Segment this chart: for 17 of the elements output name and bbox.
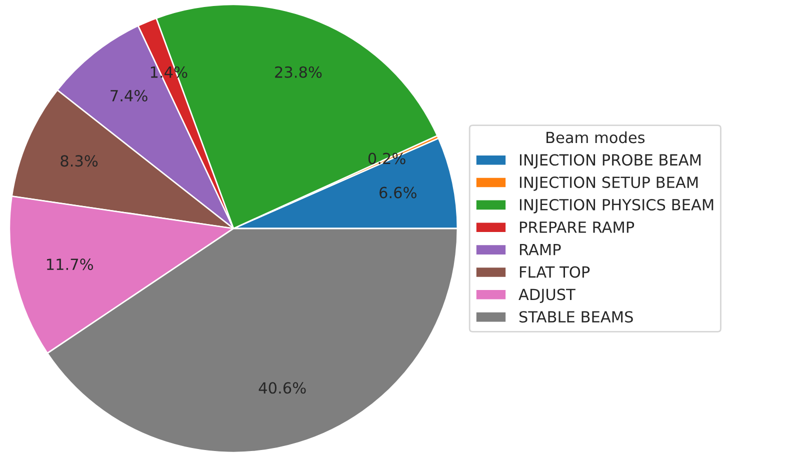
data-label: 1.4% [150,66,188,78]
legend-label: RAMP [520,244,561,256]
data-label: 40.6% [258,382,306,394]
legend-label: INJECTION PROBE BEAM [520,154,701,168]
data-label: 0.2% [368,152,406,164]
data-label: 8.3% [60,155,98,167]
legend-label: INJECTION SETUP BEAM [520,176,698,191]
legend-label: ADJUST [518,288,576,304]
legend-label: FLAT TOP [520,266,590,278]
data-label: 23.8% [275,66,322,78]
data-label: 7.4% [110,90,148,102]
data-label: 6.6% [380,186,416,198]
legend-label: STABLE BEAMS [519,311,633,323]
legend-label: PREPARE RAMP [520,222,634,233]
data-label: 11.7% [47,258,94,270]
legend-title: Beam modes [546,131,645,144]
legend-label: INJECTION PHYSICS BEAM [520,198,714,214]
